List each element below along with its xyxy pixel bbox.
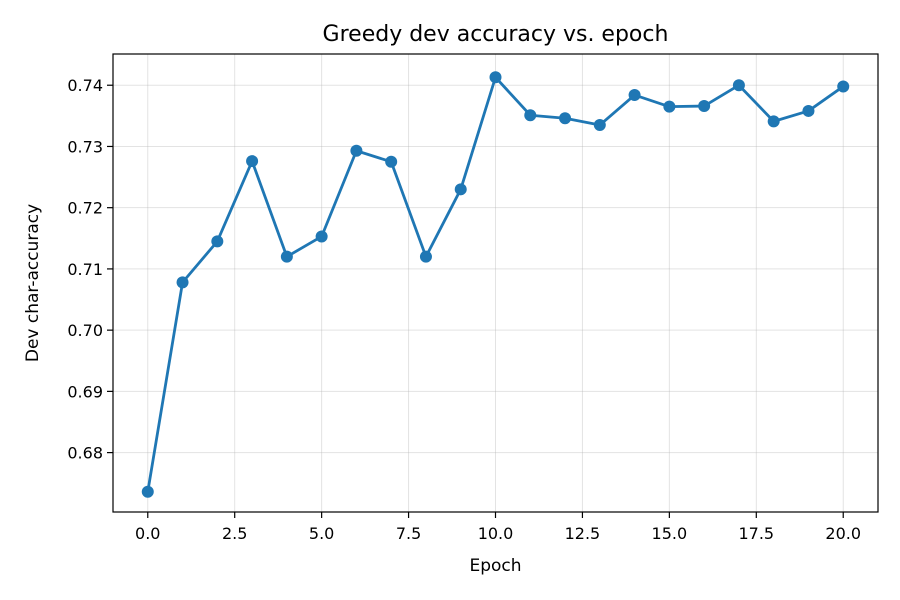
y-tick-label: 0.72 (67, 199, 103, 218)
data-point (489, 71, 502, 84)
x-tick-label: 20.0 (825, 524, 861, 543)
y-tick-label: 0.68 (67, 444, 103, 463)
data-point (559, 112, 572, 125)
data-point (698, 100, 711, 113)
x-tick-label: 12.5 (565, 524, 601, 543)
grid-layer (113, 54, 878, 512)
y-tick-label: 0.70 (67, 321, 103, 340)
chart-title: Greedy dev accuracy vs. epoch (323, 22, 669, 47)
data-point (419, 250, 432, 263)
data-point (524, 109, 537, 122)
data-point (732, 79, 745, 92)
data-point (211, 235, 224, 248)
data-point (385, 155, 398, 168)
y-tick-label: 0.73 (67, 137, 103, 156)
y-tick-label: 0.71 (67, 260, 103, 279)
x-axis-ticks: 0.0 2.5 5.0 7.5 10.0 12.5 15.0 17.5 20.0 (135, 512, 861, 543)
data-point (246, 155, 259, 168)
y-tick-label: 0.69 (67, 382, 103, 401)
y-axis-label: Dev char-accuracy (23, 204, 43, 362)
x-tick-label: 10.0 (478, 524, 514, 543)
x-tick-label: 2.5 (222, 524, 247, 543)
data-point (350, 144, 363, 157)
data-point (767, 115, 780, 128)
data-point (176, 276, 189, 289)
x-tick-label: 5.0 (309, 524, 334, 543)
y-axis-ticks: 0.68 0.69 0.70 0.71 0.72 0.73 0.74 (67, 76, 113, 463)
data-point (837, 80, 850, 93)
series-layer (141, 71, 850, 498)
data-point (141, 485, 154, 498)
x-tick-label: 7.5 (396, 524, 421, 543)
data-point (663, 100, 676, 113)
x-axis-label: Epoch (469, 556, 521, 576)
x-tick-label: 15.0 (652, 524, 688, 543)
data-point (315, 230, 328, 243)
x-tick-label: 17.5 (738, 524, 774, 543)
data-point (628, 89, 641, 102)
data-point (454, 183, 467, 196)
y-tick-label: 0.74 (67, 76, 103, 95)
data-point (593, 119, 606, 132)
x-tick-label: 0.0 (135, 524, 160, 543)
data-point (802, 104, 815, 117)
plot-frame (112, 53, 879, 513)
data-point (280, 250, 293, 263)
